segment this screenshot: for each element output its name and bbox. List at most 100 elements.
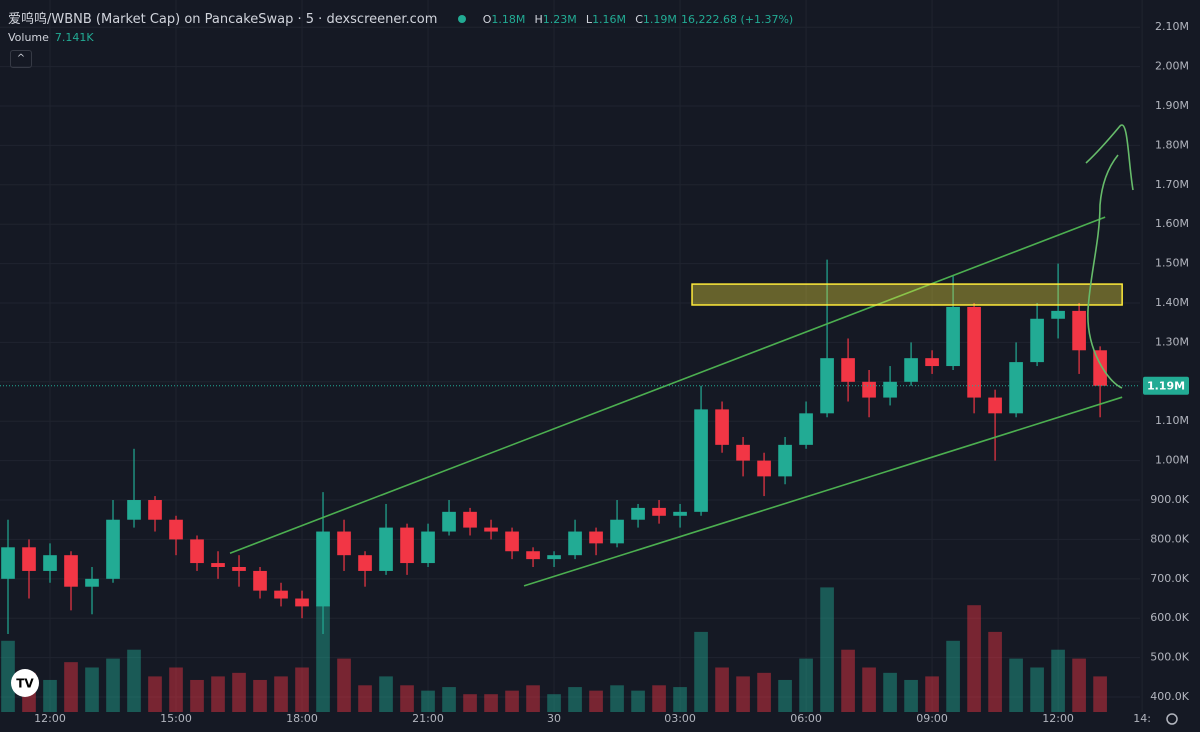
candle-body [988,397,1002,414]
candle-body [169,519,183,540]
volume-bar [232,672,246,712]
candle-body [274,590,288,599]
volume-bar [736,676,750,712]
y-tick-label: 800.0K [1150,532,1189,545]
candle-body [652,507,666,516]
volume-bar [946,640,960,712]
x-tick-label: 12:00 [1042,712,1074,725]
volume-bar [127,649,141,712]
status-dot [457,15,466,23]
candle-body [610,519,624,544]
candle-body [127,500,141,520]
candle-body [925,358,939,367]
candle-body [64,555,78,587]
volume-bar [211,676,225,712]
volume-bar [883,672,897,712]
candle-body [967,306,981,398]
x-tick-label: 30 [547,712,561,725]
volume-bar [295,667,309,712]
y-tick-label: 1.70M [1155,178,1189,191]
settings-icon[interactable] [1166,713,1178,725]
volume-bar [43,679,57,712]
volume-bar [673,687,687,712]
resistance-zone [691,283,1123,306]
c-label: C [635,13,643,26]
y-tick-label: 900.0K [1150,493,1189,506]
arrow-head [1085,124,1134,191]
volume-bar [988,631,1002,712]
candle-body [190,539,204,564]
candle-body [778,444,792,477]
volume-bar [316,605,330,712]
volume-label: Volume [8,31,49,44]
x-tick-label: 21:00 [412,712,444,725]
volume-bar [841,649,855,712]
c-value: 1.19M [642,13,677,26]
candle-body [568,531,582,556]
volume-bar [337,658,351,712]
volume-bar [967,605,981,712]
y-tick-label: 1.60M [1155,217,1189,230]
h-label: H [534,13,543,26]
volume-bar [652,685,666,712]
volume-bar [463,694,477,712]
last-price-tag [1143,376,1189,395]
y-tick-label: 2.00M [1155,60,1189,73]
volume-bar [925,676,939,712]
x-tick-label: 09:00 [916,712,948,725]
volume-bar [694,631,708,712]
title: 爱呜呜/WBNB (Market Cap) on PancakeSwap · 5… [8,12,438,27]
volume-bar [1051,649,1065,712]
candle-body [463,511,477,528]
x-tick-label: 14: [1133,712,1151,725]
y-tick-label: 1.90M [1155,99,1189,112]
volume-bar [904,679,918,712]
candle-body [904,358,918,382]
volume-bar [1030,667,1044,712]
volume-bar [358,685,372,712]
candle-body [442,511,456,532]
y-tick-label: 2.10M [1155,20,1189,33]
volume-bar [400,685,414,712]
volume-bar [1093,676,1107,712]
candle-body [253,570,267,591]
volume-bar [547,694,561,712]
volume-bar [757,672,771,712]
volume-bar [64,662,78,712]
candle-body [1072,310,1086,351]
y-tick-label: 1.40M [1155,296,1189,309]
candle-body [526,551,540,560]
collapse-button[interactable]: ^ [10,50,32,68]
candle-body [694,409,708,512]
volume-bar [148,676,162,712]
candle-body [1009,362,1023,414]
price-axis-bg [1140,0,1200,732]
candle-body [211,563,225,567]
last-price-label: 1.19M [1147,380,1185,393]
y-tick-label: 1.30M [1155,335,1189,348]
candle-body [1093,350,1107,386]
h-value: 1.23M [542,13,577,26]
volume-bar [505,690,519,712]
y-tick-label: 1.80M [1155,138,1189,151]
candle-body [358,555,372,571]
candle-body [148,500,162,520]
change: 16,222.68 (+1.37%) [681,13,794,26]
candle-body [589,531,603,544]
volume-bar [820,587,834,712]
volume-bar [1072,658,1086,712]
candle-body [1030,318,1044,363]
candle-body [736,444,750,461]
candle-body [295,598,309,607]
y-tick-label: 1.00M [1155,454,1189,467]
volume-bar [169,667,183,712]
y-tick-label: 1.50M [1155,257,1189,270]
candle-body [1051,310,1065,319]
volume-value: 7.141K [54,31,94,44]
candle-body [505,531,519,552]
volume-legend: Volume 7.141K [8,31,94,44]
volume-bar [778,679,792,712]
volume-bar [106,658,120,712]
volume-bar [484,694,498,712]
volume-bar [799,658,813,712]
